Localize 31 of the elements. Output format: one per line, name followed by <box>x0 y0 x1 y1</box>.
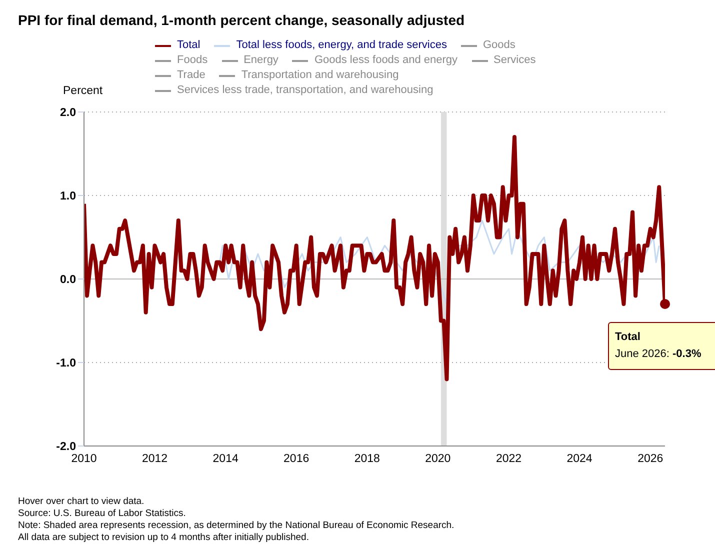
annotation: Total June 2026: -0.3% <box>615 330 702 362</box>
x-tick-label: 2020 <box>425 453 451 466</box>
y-tick-label: 0.0 <box>60 274 76 286</box>
legend-label: Goods <box>483 38 516 53</box>
legend-label: Services <box>494 53 536 68</box>
x-tick-label: 2026 <box>638 453 664 466</box>
x-tick-label: 2018 <box>354 453 380 466</box>
y-tick-label: -2.0 <box>56 441 76 454</box>
y-tick-label: 2.0 <box>60 107 76 120</box>
legend-label: Foods <box>177 53 208 68</box>
x-tick-label: 2012 <box>142 453 168 466</box>
text: Note: Shaded area represents recession, as determined by the National Bureau of Economic Research. <box>18 520 454 532</box>
y-axis-title: Percent <box>63 85 103 97</box>
legend-label: Transportation and warehousing <box>241 68 399 83</box>
x-tick-label: 2022 <box>496 453 522 466</box>
legend-label: Goods less foods and energy <box>314 53 458 68</box>
legend-label: Energy <box>244 53 278 68</box>
y-tick-label: 1.0 <box>60 190 76 203</box>
chart-title: PPI for final demand, 1-month percent change, seasonally adjusted <box>18 12 465 28</box>
text: All data are subject to revision up to 4 months after initially published. <box>18 532 310 544</box>
x-tick-label: 2014 <box>212 453 239 466</box>
legend-label: Total less foods, energy, and trade services <box>236 38 447 53</box>
x-tick-label: 2016 <box>284 453 310 466</box>
y-tick-label: -1.0 <box>56 358 76 370</box>
x-tick-label: 2010 <box>71 453 97 466</box>
x-tick-label: 2024 <box>566 453 593 466</box>
source-note: Source: U.S. Bureau of Labor Statistics. <box>18 508 187 520</box>
text: Hover over chart to view data. <box>18 496 146 508</box>
legend-label: Services less trade, transportation, and warehousing <box>177 83 434 98</box>
legend-label: Total <box>177 38 200 53</box>
legend-label: Trade <box>177 68 206 83</box>
